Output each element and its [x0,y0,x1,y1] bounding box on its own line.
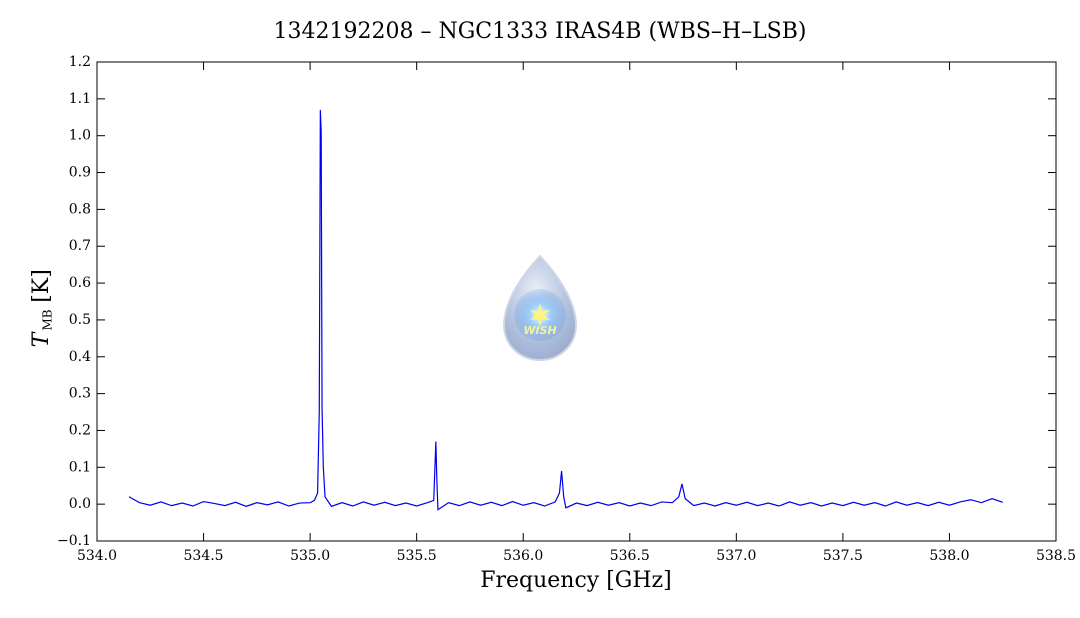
y-tick-label: 0.2 [69,422,91,438]
x-tick-label: 537.5 [823,548,863,564]
spectrum-line [128,109,1003,511]
x-tick-label: 535.5 [397,548,437,564]
logo-star [530,303,550,327]
x-tick-label: 538.5 [1036,548,1076,564]
x-tick-label: 535.0 [290,548,330,564]
x-tick-label: 538.0 [929,548,969,564]
y-tick-label: 1.0 [69,128,91,144]
y-tick-label: −0.1 [57,533,91,549]
x-tick-label: 534.0 [77,548,117,564]
y-tick-label: 1.2 [69,54,91,70]
y-tick-label: 0.1 [69,459,91,475]
wish-logo: WISH [502,254,578,362]
y-tick-label: 0.3 [69,386,91,402]
x-tick-label: 534.5 [184,548,224,564]
chart-title: 1342192208 – NGC1333 IRAS4B (WBS–H–LSB) [273,19,806,44]
y-axis-symbol: T [29,330,54,347]
y-axis-title: T MB [K] [29,269,55,347]
x-tick-label: 536.0 [503,548,543,564]
plot-frame [96,61,1057,542]
y-tick-label: 0.0 [69,496,91,512]
y-tick-label: 0.6 [69,275,91,291]
x-tick-label: 536.5 [610,548,650,564]
x-tick-label: 537.0 [716,548,756,564]
y-tick-label: 0.5 [69,312,91,328]
y-axis-subscript: MB [41,309,55,330]
y-tick-label: 0.8 [69,201,91,217]
y-tick-label: 1.1 [69,91,91,107]
x-axis-title: Frequency [GHz] [480,568,672,593]
y-tick-label: 0.4 [69,349,91,365]
y-tick-label: 0.7 [69,238,91,254]
y-axis-unit: [K] [29,269,54,303]
y-tick-label: 0.9 [69,165,91,181]
logo-text: WISH [523,324,556,337]
